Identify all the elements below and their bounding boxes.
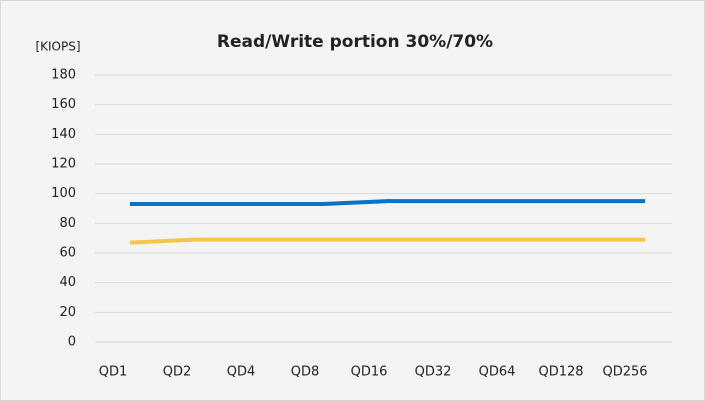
y-axis-label: [KIOPS] <box>35 40 80 54</box>
series-line <box>129 237 646 245</box>
x-tick-label: QD4 <box>227 365 256 380</box>
chart-title: Read/Write portion 30%/70% <box>217 32 493 52</box>
x-tick-label: QD1 <box>99 365 128 380</box>
series-line <box>130 199 646 207</box>
x-tick-label: QD64 <box>479 365 516 380</box>
y-tick-label: 160 <box>51 97 76 112</box>
x-tick-label: QD32 <box>415 365 452 380</box>
y-tick-label: 0 <box>68 335 76 350</box>
y-tick-label: 120 <box>51 157 76 172</box>
y-tick-label: 140 <box>51 127 76 142</box>
y-tick-label: 180 <box>51 68 76 83</box>
x-tick-label: QD128 <box>538 365 583 380</box>
y-tick-label: 60 <box>59 246 76 261</box>
x-tick-label: QD8 <box>291 365 320 380</box>
y-tick-label: 40 <box>59 275 76 290</box>
y-tick-label: 80 <box>59 216 76 231</box>
y-tick-label: 20 <box>59 305 76 320</box>
x-tick-label: QD2 <box>163 365 192 380</box>
x-tick-label: QD256 <box>602 365 647 380</box>
y-tick-label: 100 <box>51 186 76 201</box>
x-tick-label: QD16 <box>351 365 388 380</box>
